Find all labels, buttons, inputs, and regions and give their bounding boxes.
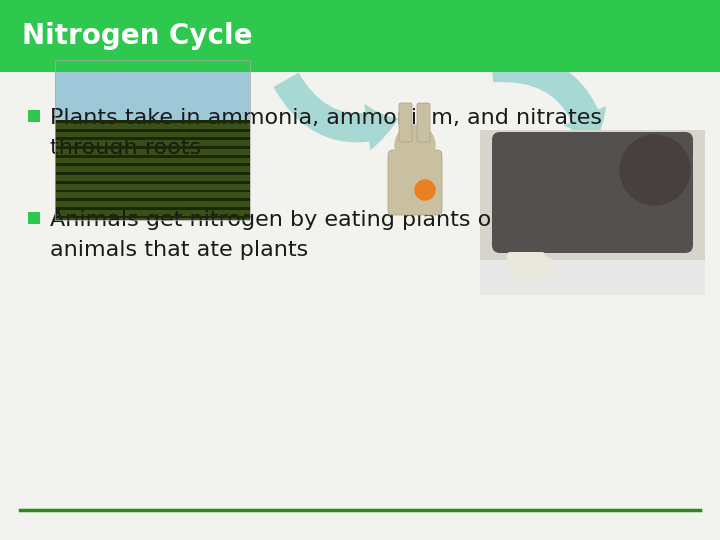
FancyBboxPatch shape (55, 190, 250, 192)
FancyBboxPatch shape (480, 260, 705, 295)
Circle shape (534, 257, 554, 277)
FancyBboxPatch shape (55, 164, 250, 166)
Text: Plants take in ammonia, ammonium, and nitrates
through roots: Plants take in ammonia, ammonium, and ni… (50, 108, 602, 158)
FancyBboxPatch shape (55, 172, 250, 175)
FancyBboxPatch shape (55, 207, 250, 210)
FancyBboxPatch shape (28, 212, 40, 224)
Text: Nitrogen Cycle: Nitrogen Cycle (22, 22, 253, 50)
FancyBboxPatch shape (55, 129, 250, 132)
FancyBboxPatch shape (55, 181, 250, 184)
FancyArrowPatch shape (492, 53, 606, 145)
FancyBboxPatch shape (0, 0, 720, 72)
Text: Animals get nitrogen by eating plants or other
animals that ate plants: Animals get nitrogen by eating plants or… (50, 210, 567, 260)
FancyBboxPatch shape (55, 137, 250, 140)
FancyBboxPatch shape (55, 215, 250, 219)
FancyBboxPatch shape (55, 155, 250, 158)
FancyBboxPatch shape (55, 198, 250, 201)
FancyBboxPatch shape (507, 252, 545, 280)
FancyBboxPatch shape (417, 103, 430, 142)
FancyBboxPatch shape (55, 146, 250, 149)
Circle shape (620, 135, 690, 205)
FancyBboxPatch shape (399, 103, 412, 142)
FancyBboxPatch shape (55, 60, 250, 120)
Circle shape (415, 180, 435, 200)
FancyBboxPatch shape (28, 110, 40, 122)
FancyBboxPatch shape (480, 130, 705, 295)
FancyBboxPatch shape (55, 120, 250, 123)
FancyBboxPatch shape (55, 120, 250, 220)
FancyBboxPatch shape (388, 150, 442, 215)
Circle shape (395, 125, 435, 165)
FancyBboxPatch shape (492, 132, 693, 253)
FancyArrowPatch shape (274, 73, 397, 149)
